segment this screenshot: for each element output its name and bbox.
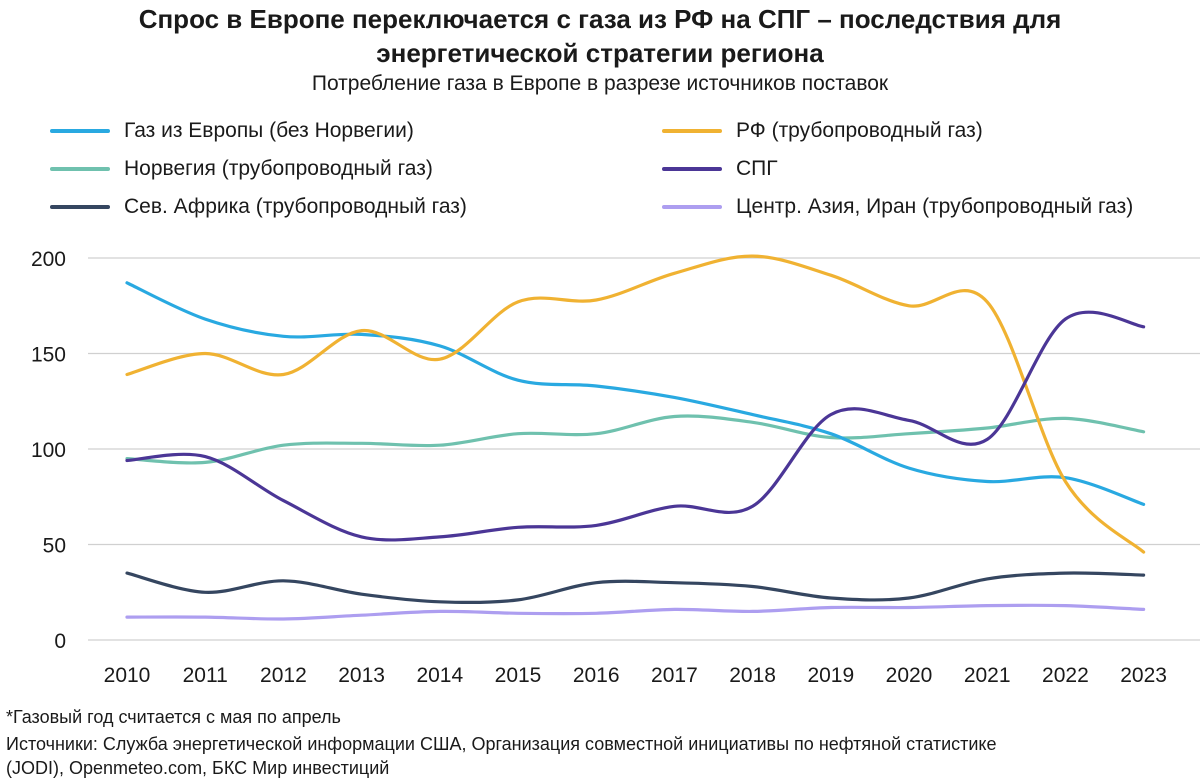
legend-swatch-norway bbox=[50, 167, 110, 171]
series-line-lng bbox=[125, 310, 1146, 542]
chart-title-line-1: Спрос в Европе переключается с газа из Р… bbox=[138, 4, 1062, 34]
legend-label-north-africa: Сев. Африка (трубопроводный газ) bbox=[124, 195, 467, 218]
x-tick-label-2010: 2010 bbox=[104, 664, 151, 687]
legend-item-norway: Норвегия (трубопроводный газ) bbox=[48, 154, 433, 184]
footnote: *Газовый год считается с мая по апрель bbox=[6, 707, 341, 727]
legend-item-russia: РФ (трубопроводный газ) bbox=[660, 116, 983, 146]
legend-swatch-europe bbox=[50, 129, 110, 133]
series-line-north-africa bbox=[125, 571, 1146, 605]
x-tick-label-2014: 2014 bbox=[416, 664, 463, 687]
x-tick-label-2023: 2023 bbox=[1120, 664, 1167, 687]
line-chart: 0 50 100 150 200 2010 2011 2012 2013 2014 2015 2016… bbox=[31, 248, 1200, 687]
legend-swatch-central-asia bbox=[662, 205, 722, 209]
legend-label-russia: РФ (трубопроводный газ) bbox=[736, 119, 983, 142]
series-line-europe bbox=[125, 281, 1146, 506]
legend-item-central-asia: Центр. Азия, Иран (трубопроводный газ) bbox=[660, 192, 1133, 222]
sources-line-1: Источники: Служба энергетической информа… bbox=[6, 734, 997, 754]
x-tick-label-2012: 2012 bbox=[260, 664, 307, 687]
y-tick-label-0: 0 bbox=[54, 630, 66, 653]
legend-swatch-russia bbox=[662, 129, 722, 133]
x-tick-label-2022: 2022 bbox=[1042, 664, 1089, 687]
x-tick-label-2017: 2017 bbox=[651, 664, 698, 687]
chart-title-line-2: энергетической стратегии региона bbox=[376, 38, 824, 68]
y-tick-label-100: 100 bbox=[31, 439, 66, 462]
x-tick-label-2021: 2021 bbox=[964, 664, 1011, 687]
x-tick-label-2011: 2011 bbox=[183, 664, 228, 687]
chart-subtitle: Потребление газа в Европе в разрезе исто… bbox=[311, 72, 889, 95]
legend-label-lng: СПГ bbox=[736, 157, 778, 180]
legend-label-europe: Газ из Европы (без Норвегии) bbox=[124, 119, 414, 142]
y-tick-label-200: 200 bbox=[31, 248, 66, 271]
x-tick-label-2018: 2018 bbox=[729, 664, 776, 687]
legend-item-europe: Газ из Европы (без Норвегии) bbox=[48, 116, 414, 146]
legend-item-lng: СПГ bbox=[660, 154, 778, 184]
x-tick-label-2019: 2019 bbox=[807, 664, 854, 687]
sources-line-2: (JODI), Openmeteo.com, БКС Мир инвестици… bbox=[6, 758, 390, 778]
legend-item-north-africa: Сев. Африка (трубопроводный газ) bbox=[48, 192, 467, 222]
series-line-russia bbox=[125, 254, 1146, 554]
x-tick-label-2013: 2013 bbox=[338, 664, 385, 687]
y-tick-label-50: 50 bbox=[43, 535, 66, 558]
legend-swatch-north-africa bbox=[50, 205, 110, 209]
series-line-norway bbox=[125, 414, 1146, 465]
y-tick-label-150: 150 bbox=[31, 344, 66, 367]
x-tick-label-2016: 2016 bbox=[573, 664, 620, 687]
legend-label-central-asia: Центр. Азия, Иран (трубопроводный газ) bbox=[736, 195, 1134, 218]
x-tick-label-2020: 2020 bbox=[886, 664, 933, 687]
x-tick-label-2015: 2015 bbox=[495, 664, 542, 687]
legend-swatch-lng bbox=[662, 167, 722, 171]
series-line-central-asia bbox=[125, 603, 1146, 621]
legend-label-norway: Норвегия (трубопроводный газ) bbox=[124, 157, 433, 180]
